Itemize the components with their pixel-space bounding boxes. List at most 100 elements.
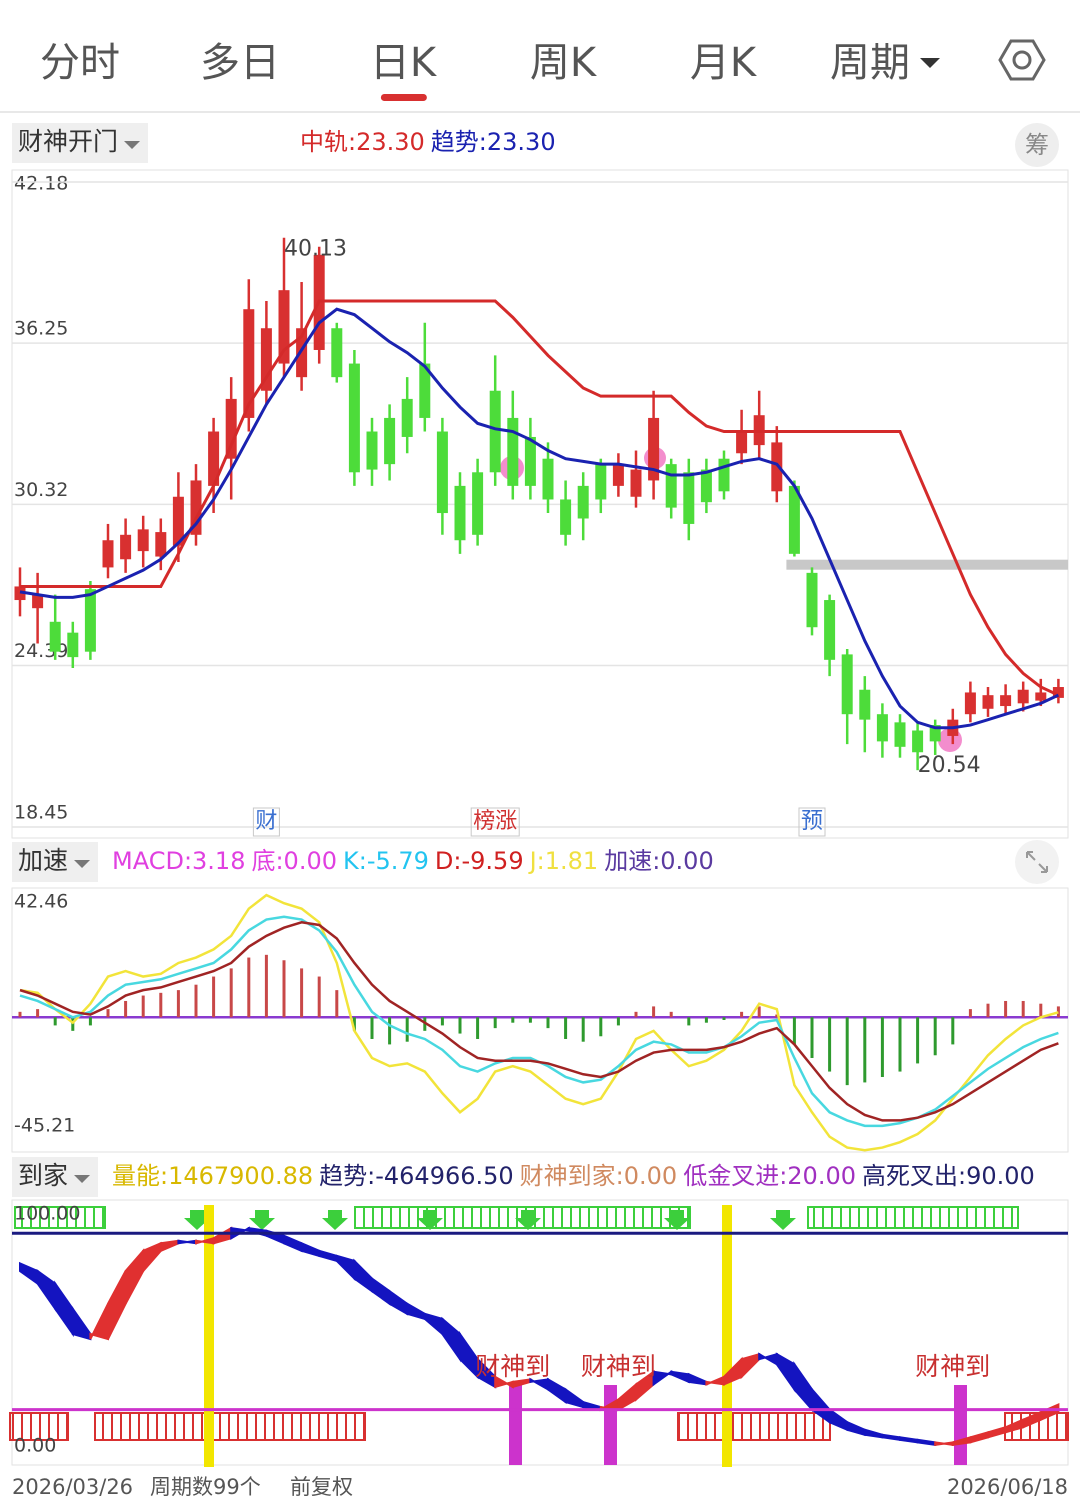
candle-body	[507, 417, 519, 486]
settings-circle	[1012, 50, 1032, 70]
legend-entry: 低金叉进:20.00	[683, 1162, 856, 1190]
candle-body	[67, 632, 79, 658]
macd-bar	[1056, 1006, 1060, 1018]
resistance-level	[786, 559, 1068, 570]
candle-body	[1035, 692, 1047, 701]
macd-bar	[564, 1017, 568, 1039]
event-marker: 预	[801, 809, 823, 834]
macd-bar	[212, 976, 216, 1018]
candle-body	[243, 309, 255, 418]
macd-bar	[898, 1017, 902, 1072]
candle-body	[260, 328, 272, 391]
candle-body	[718, 458, 730, 492]
macd-bar	[159, 992, 163, 1018]
macd-bar	[775, 1014, 779, 1018]
y-tick-label: 18.45	[14, 802, 68, 824]
tab[interactable]: 周K	[530, 40, 598, 86]
macd-bar	[264, 954, 268, 1018]
macd-bar	[352, 1017, 356, 1031]
candle-body	[489, 390, 501, 473]
dropdown-arrow	[74, 860, 91, 868]
magenta-signal	[954, 1385, 967, 1465]
macd-bar	[493, 1017, 497, 1029]
macd-bar	[282, 960, 286, 1018]
macd-bar	[176, 990, 180, 1018]
macd-bar	[740, 1011, 744, 1018]
macd-bar	[1021, 1000, 1025, 1018]
tab[interactable]: 月K	[690, 40, 758, 86]
event-marker-box	[798, 807, 826, 837]
candle-body	[806, 572, 818, 628]
period-count: 周期数99个	[150, 1475, 261, 1499]
macd-bar	[317, 976, 321, 1018]
candle-body	[929, 725, 941, 742]
dropdown-arrow	[74, 1175, 91, 1183]
macd-bar	[124, 1000, 128, 1018]
tab[interactable]: 日K	[370, 40, 438, 86]
macd-bar	[951, 1017, 955, 1045]
candle-body	[454, 485, 466, 541]
end-date: 2026/06/18	[947, 1475, 1068, 1499]
candle-body	[912, 730, 924, 753]
legend-entry: K:-5.79	[343, 847, 429, 875]
macd-bar	[18, 1011, 22, 1018]
indicator-selector[interactable]	[12, 123, 149, 163]
yellow-signal	[204, 1205, 214, 1467]
event-marker: 榜涨	[473, 809, 517, 834]
indicator-name: 财神开门	[18, 127, 118, 156]
candle-body	[788, 485, 800, 554]
macd-bar	[300, 968, 304, 1018]
adjust-mode[interactable]: 前复权	[290, 1475, 353, 1499]
high-label: 40.13	[284, 237, 347, 262]
candle-body	[630, 469, 642, 497]
legend-entry: 高死叉出:90.00	[862, 1162, 1035, 1190]
kdj-line	[19, 893, 1059, 1152]
kdj-line	[19, 920, 1059, 1122]
settings-icon[interactable]	[998, 39, 1046, 81]
macd-bar	[986, 1003, 990, 1018]
y-tick-label: 30.32	[14, 479, 68, 501]
chip-button-label[interactable]: 筹	[1025, 131, 1049, 159]
legend-entry: 趋势:-464966.50	[319, 1162, 514, 1190]
tab[interactable]: 多日	[200, 40, 280, 86]
candle-body	[876, 714, 888, 742]
tab[interactable]: 分时	[40, 40, 120, 86]
tab[interactable]: 周期	[830, 40, 910, 86]
signal-decor	[9, 1205, 1069, 1467]
macd-bar	[247, 957, 251, 1018]
event-marker: 财	[255, 809, 277, 834]
candle-body	[32, 594, 44, 609]
macd-bar	[53, 1017, 57, 1026]
candle-body	[982, 695, 994, 709]
candle-body	[524, 436, 536, 486]
macd-bar	[704, 1017, 708, 1023]
macd-bar	[405, 1017, 409, 1042]
candle-body	[84, 589, 96, 652]
macd-bar	[194, 984, 198, 1018]
legend-entry: 量能:1467900.88	[112, 1162, 313, 1190]
yellow-signal	[722, 1205, 732, 1467]
dropdown-arrow	[920, 58, 940, 68]
y-tick-label: 42.46	[14, 891, 68, 913]
macd-bar	[1039, 1003, 1043, 1018]
candle-body	[612, 464, 624, 486]
y-tick-label: 36.25	[14, 318, 68, 340]
candle-body	[401, 398, 413, 437]
candle-body	[736, 431, 748, 454]
event-marker-box	[470, 807, 520, 837]
legend-entry: J:1.81	[528, 847, 599, 875]
macd-bar	[458, 1017, 462, 1034]
indicator-name: 加速	[18, 846, 68, 875]
start-date: 2026/03/26	[12, 1475, 133, 1499]
macd-bar	[916, 1017, 920, 1064]
candle-body	[894, 722, 906, 747]
chip-button[interactable]	[1015, 123, 1059, 167]
candle-body	[331, 328, 343, 378]
signal-label: 财神到	[475, 1352, 550, 1381]
candle-body	[1052, 687, 1064, 698]
macd-bar	[106, 1009, 110, 1018]
expand-button[interactable]	[1015, 840, 1059, 884]
macd-bar	[229, 968, 233, 1018]
y-tick-label: -45.21	[14, 1115, 75, 1137]
buy-arrows	[184, 1210, 796, 1230]
